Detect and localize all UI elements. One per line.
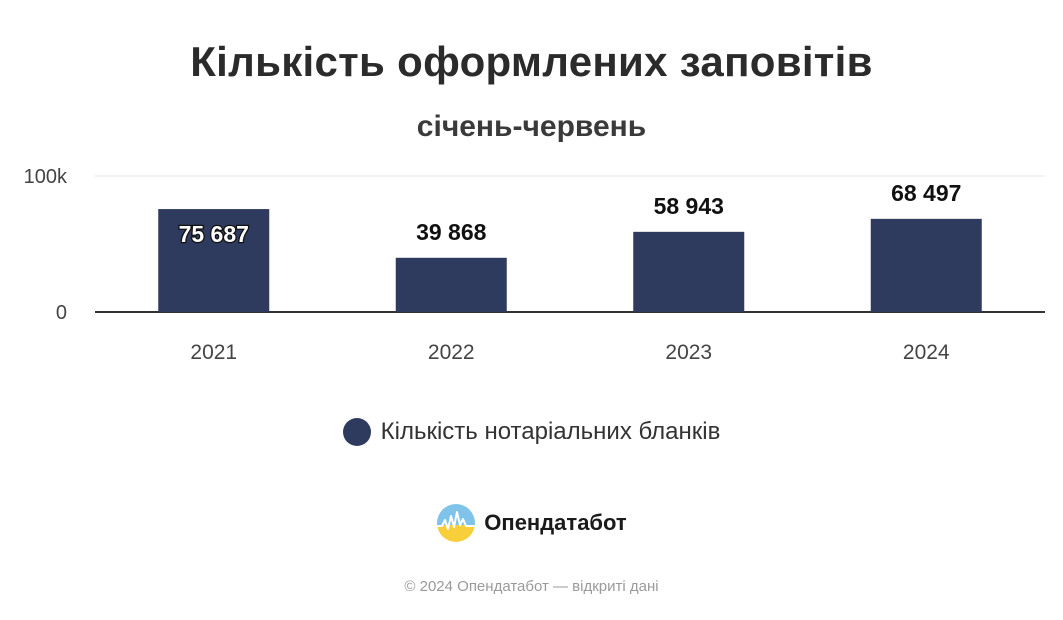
y-tick-label: 0 <box>56 302 67 324</box>
bar[interactable] <box>633 231 745 312</box>
footer-copyright: © 2024 Опендатабот — відкриті дані <box>404 578 659 595</box>
bar[interactable] <box>870 218 982 312</box>
opendatabot-logo-icon <box>437 504 476 542</box>
data-label: 68 497 <box>891 180 961 206</box>
chart-title: Кількість оформлених заповітів <box>190 38 873 85</box>
legend[interactable]: Кількість нотаріальних бланків <box>0 418 1063 446</box>
bar[interactable] <box>395 257 507 312</box>
x-tick-label: 2023 <box>665 341 712 364</box>
bar-chart: 0 100k 75 687 2021 39 868 2022 58 943 2023 68 49… <box>24 166 1045 364</box>
legend-swatch <box>342 418 371 446</box>
data-label: 58 943 <box>654 193 724 219</box>
legend-label: Кількість нотаріальних бланків <box>380 418 721 445</box>
y-tick-label: 100k <box>24 166 68 188</box>
brand: Опендатабот <box>0 503 1063 543</box>
data-label: 39 868 <box>416 219 487 245</box>
x-tick-label: 2021 <box>190 341 237 364</box>
brand-name: Опендатабот <box>484 510 627 535</box>
data-label: 75 687 <box>179 221 249 247</box>
chart-subtitle: січень-червень <box>416 110 647 143</box>
bar[interactable] <box>158 209 270 312</box>
x-tick-label: 2024 <box>903 341 950 364</box>
x-tick-label: 2022 <box>428 341 475 364</box>
